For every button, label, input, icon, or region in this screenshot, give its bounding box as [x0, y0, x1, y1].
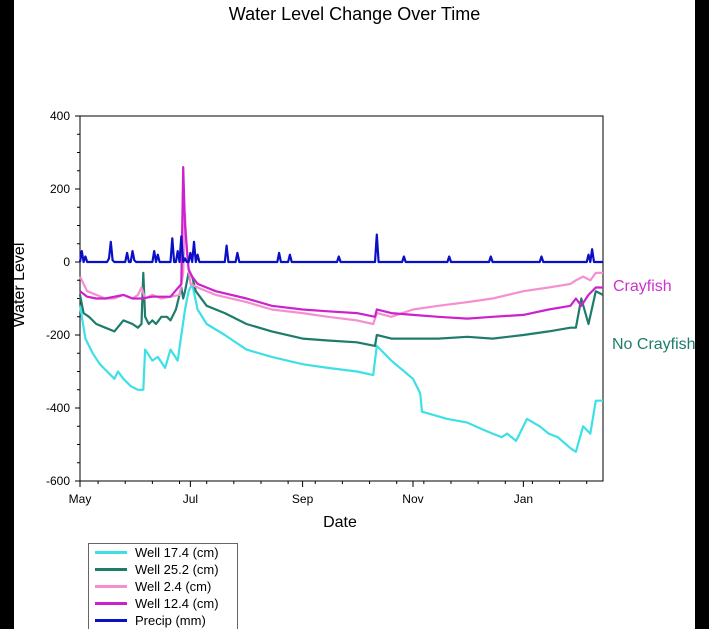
- legend-label: Well 17.4 (cm): [135, 545, 219, 560]
- legend-label: Well 25.2 (cm): [135, 562, 219, 577]
- x-tick-label: Sep: [292, 492, 314, 506]
- legend-swatch: [95, 585, 127, 588]
- legend-swatch: [95, 568, 127, 571]
- x-tick-label: Nov: [402, 492, 423, 506]
- y-tick-label: -400: [46, 401, 70, 415]
- y-tick-label: -200: [46, 328, 70, 342]
- legend-item: Well 25.2 (cm): [89, 561, 237, 578]
- chart-legend: Well 17.4 (cm) Well 25.2 (cm) Well 2.4 (cm…: [88, 543, 238, 629]
- x-tick-label: Jul: [183, 492, 198, 506]
- legend-item: Well 17.4 (cm): [89, 544, 237, 561]
- x-tick-label: May: [69, 492, 92, 506]
- series-line-well-17-4-cm: [78, 282, 603, 453]
- y-axis-label: Water Level: [11, 242, 28, 328]
- x-axis-label: Date: [323, 514, 357, 531]
- legend-swatch: [95, 602, 127, 605]
- legend-swatch: [95, 551, 127, 554]
- chart-title: Water Level Change Over Time: [228, 4, 481, 24]
- y-tick-label: 400: [50, 109, 70, 123]
- series-line-precip-mm: [78, 233, 603, 264]
- legend-item: Well 2.4 (cm): [89, 578, 237, 595]
- series-line-well-2-4-cm: [79, 213, 603, 326]
- legend-label: Well 2.4 (cm): [135, 579, 212, 594]
- legend-item: Well 12.4 (cm): [89, 595, 237, 612]
- series-line-well-12-4-cm: [79, 166, 603, 320]
- y-tick-label: 200: [50, 182, 70, 196]
- y-tick-label: 0: [63, 255, 70, 269]
- legend-label: Precip (mm): [135, 613, 206, 628]
- annotation-no-crayfish: No Crayfish: [612, 336, 696, 353]
- legend-label: Well 12.4 (cm): [135, 596, 219, 611]
- x-tick-label: Jan: [514, 492, 533, 506]
- legend-swatch: [95, 619, 127, 622]
- y-tick-label: -600: [46, 474, 70, 488]
- plot-area: [79, 115, 604, 482]
- annotation-crayfish: Crayfish: [613, 278, 672, 295]
- legend-item: Precip (mm): [89, 612, 237, 629]
